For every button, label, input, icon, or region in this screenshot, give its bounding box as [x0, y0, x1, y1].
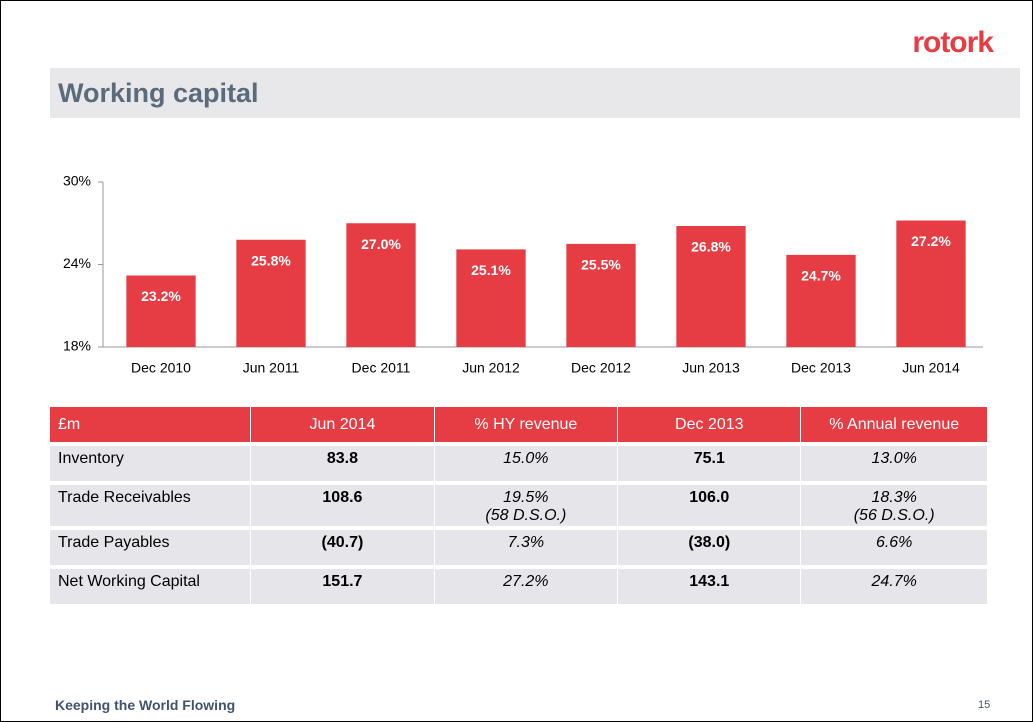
table-cell: Trade Payables: [50, 530, 252, 565]
table-body: Inventory 83.8 15.0% 75.1 13.0% Trade Receiva…: [50, 446, 988, 604]
bar: [676, 226, 746, 347]
data-table: £m Jun 2014% HY revenue Dec 2013% Annual r…: [50, 403, 988, 608]
value-label: 23.2%: [141, 288, 181, 304]
table-cell: 83.8: [251, 446, 435, 481]
header-cell: Jun 2014: [251, 407, 435, 442]
table-cell: 7.3%: [434, 530, 619, 565]
footer-text: Keeping the World Flowing: [55, 697, 236, 713]
table-cell: 18.3% (56 D.S.O.): [801, 485, 988, 526]
table-cell: Inventory: [50, 446, 252, 481]
table-cell: 106.0: [618, 485, 802, 526]
x-tick-label: Dec 2011: [352, 360, 411, 376]
y-tick-label: 30%: [63, 173, 91, 189]
x-tick-label: Dec 2010: [131, 360, 191, 376]
logo: rotork: [912, 26, 994, 59]
table-cell: 75.1: [618, 446, 802, 481]
cell-line: 19.5%: [503, 489, 549, 506]
bar: [126, 275, 196, 347]
value-label: 25.1%: [471, 262, 511, 278]
value-label: 26.8%: [691, 239, 731, 255]
value-label: 27.0%: [361, 236, 401, 252]
cell-line: (58 D.S.O.): [485, 507, 567, 524]
x-tick-label: Jun 2013: [682, 360, 740, 376]
table-cell: 27.2%: [434, 569, 619, 604]
title-band: [50, 68, 1020, 118]
header-cell: Dec 2013: [618, 407, 802, 442]
table-cell: (38.0): [618, 530, 802, 565]
x-tick-label: Jun 2011: [243, 360, 300, 376]
y-tick-label: 24%: [63, 255, 91, 271]
table-row: Net Working Capital 151.7 27.2% 143.1 24.7%: [50, 569, 988, 604]
x-tick-label: Jun 2014: [902, 360, 960, 376]
slide-title: Working capital: [58, 78, 259, 108]
x-tick-label: Jun 2012: [462, 360, 520, 376]
cell-line: (56 D.S.O.): [853, 507, 935, 524]
x-tick-label: Dec 2012: [571, 360, 631, 376]
table-cell: Net Working Capital: [50, 569, 252, 604]
table-cell: Trade Receivables: [50, 485, 252, 526]
table-cell: 151.7: [251, 569, 435, 604]
table-cell: 13.0%: [801, 446, 988, 481]
bar: [896, 220, 966, 347]
value-label: 27.2%: [911, 233, 951, 249]
cell-line: 18.3%: [871, 489, 917, 506]
table-header: £m Jun 2014% HY revenue Dec 2013% Annual r…: [50, 407, 988, 442]
bar: [236, 239, 306, 347]
table-cell: 19.5% (58 D.S.O.): [434, 485, 619, 526]
table-cell: (40.7): [251, 530, 435, 565]
bar: [456, 249, 526, 347]
table-row: Trade Payables (40.7) 7.3% (38.0) 6.6%: [50, 530, 988, 565]
bar: [566, 243, 636, 347]
page-number: 15: [978, 699, 991, 711]
value-label: 25.8%: [251, 252, 291, 268]
x-tick-label: Dec 2013: [791, 360, 851, 376]
chart: 18% 24% 30% Dec 2010 23.2% Jun 2011 25.8% Dec 2…: [63, 173, 983, 376]
value-label: 25.5%: [581, 257, 621, 273]
table-cell: 15.0%: [434, 446, 619, 481]
table-row: Inventory 83.8 15.0% 75.1 13.0%: [50, 446, 988, 481]
table-cell: 6.6%: [801, 530, 988, 565]
table-cell: 24.7%: [801, 569, 988, 604]
y-tick-label: 18%: [63, 338, 91, 354]
table-cell: 108.6: [251, 485, 435, 526]
table-row: Trade Receivables 108.6 19.5% (58 D.S.O.) 10…: [50, 485, 988, 526]
bar: [346, 223, 416, 347]
bar: [786, 254, 856, 347]
header-cell: % Annual revenue: [801, 407, 988, 442]
value-label: 24.7%: [801, 268, 841, 284]
header-cell: £m: [50, 407, 252, 442]
header-cell: % HY revenue: [434, 407, 619, 442]
table-cell: 143.1: [618, 569, 802, 604]
